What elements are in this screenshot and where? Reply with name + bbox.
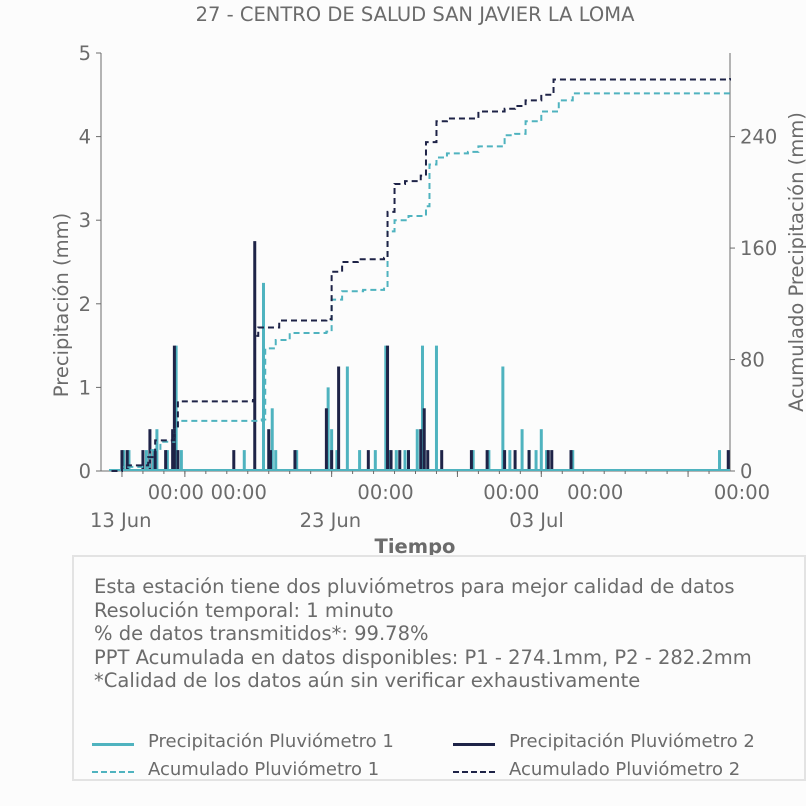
y-axis-left-label: Precipitación (mm): [50, 213, 73, 397]
axes-layer: 0 1 2 3 4 5 0 80 160 240 00:00 13 Jun 00:00 00:00 23 J…: [79, 42, 778, 532]
y-right-tick-label: 240: [740, 126, 777, 149]
series-bars-pluviometro-2: [120, 241, 730, 471]
y-right-tick-label: 0: [740, 460, 752, 483]
x-tick-time-label: 00:00: [357, 481, 413, 504]
x-tick-date-label: 13 Jun: [90, 509, 151, 532]
legend-swatch: [92, 771, 134, 773]
x-tick-time-label: 00:00: [567, 481, 623, 504]
legend-label: Acumulado Pluviómetro 2: [509, 759, 741, 780]
y-left-tick-label: 5: [79, 42, 91, 65]
info-line: Resolución temporal: 1 minuto: [94, 598, 394, 622]
y-left-tick-label: 2: [79, 293, 91, 316]
info-legend-box: Esta estación tiene dos pluviómetros par…: [72, 555, 806, 781]
y-left-tick-label: 3: [79, 209, 91, 232]
legend-label: Acumulado Pluviómetro 1: [148, 759, 380, 780]
info-line: PPT Acumulada en datos disponibles: P1 -…: [94, 645, 752, 669]
x-tick-time-label: 00:00: [714, 481, 770, 504]
cumulative-line-pluviometro-2: [111, 78, 731, 472]
x-tick-time-label: 00:00: [211, 481, 267, 504]
x-tick-date-label: 23 Jun: [300, 509, 361, 532]
info-line: *Calidad de los datos aún sin verificar …: [94, 669, 641, 692]
legend-swatch: [92, 743, 134, 746]
x-tick-time-label: 00:00: [148, 481, 204, 504]
x-tick-date-label: 03 Jul: [509, 509, 564, 532]
y-right-tick-label: 160: [740, 237, 777, 260]
chart-title: 27 - CENTRO DE SALUD SAN JAVIER LA LOMA: [196, 3, 635, 26]
legend-label: Precipitación Pluviómetro 2: [509, 731, 755, 752]
rain-chart: 27 - CENTRO DE SALUD SAN JAVIER LA LOMA …: [50, 3, 806, 558]
x-axis-label: Tiempo: [375, 535, 456, 558]
y-axis-right-label: Acumulado Precipitación (mm): [785, 112, 806, 412]
cumulative-line-pluviometro-1: [111, 92, 730, 472]
legend-label: Precipitación Pluviómetro 1: [148, 731, 394, 752]
y-left-tick-label: 1: [79, 376, 91, 399]
series-cumulative-lines: [109, 78, 731, 472]
y-left-tick-label: 4: [79, 126, 91, 149]
info-line: % de datos transmitidos*: 99.78%: [94, 622, 429, 645]
x-tick-time-label: 00:00: [483, 481, 539, 504]
info-text: Esta estación tiene dos pluviómetros par…: [94, 575, 752, 693]
y-right-tick-label: 80: [740, 349, 765, 372]
legend-swatch: [453, 743, 495, 746]
legend-swatch: [453, 771, 495, 773]
info-line: Esta estación tiene dos pluviómetros par…: [94, 575, 735, 598]
y-left-tick-label: 0: [79, 460, 91, 483]
